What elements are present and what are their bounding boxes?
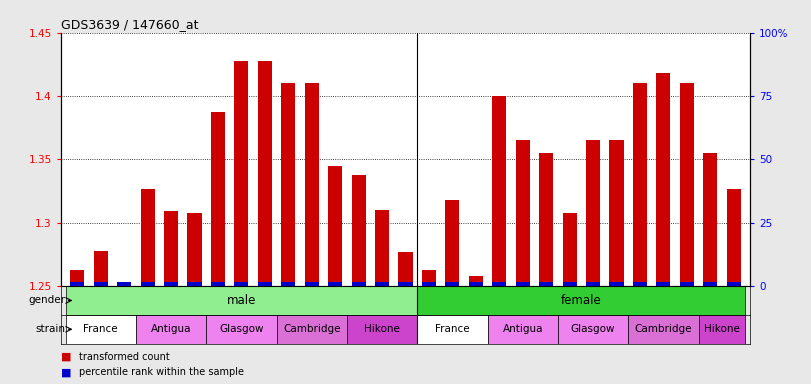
Bar — [703, 153, 718, 286]
Bar — [586, 140, 600, 286]
Text: Cambridge: Cambridge — [283, 324, 341, 334]
Bar — [375, 282, 389, 286]
Bar — [305, 83, 319, 286]
Bar — [516, 282, 530, 286]
Text: ■: ■ — [61, 367, 71, 377]
Bar — [277, 315, 347, 344]
Bar — [398, 282, 413, 286]
Bar — [66, 286, 417, 315]
Text: GDS3639 / 147660_at: GDS3639 / 147660_at — [61, 18, 199, 31]
Bar — [398, 252, 413, 286]
Bar — [680, 282, 694, 286]
Bar — [417, 286, 745, 315]
Bar — [117, 282, 131, 286]
Bar — [422, 270, 436, 286]
Bar — [164, 211, 178, 286]
Bar — [352, 175, 366, 286]
Bar — [164, 282, 178, 286]
Bar — [563, 213, 577, 286]
Text: France: France — [84, 324, 118, 334]
Bar — [281, 83, 295, 286]
Bar — [187, 213, 201, 286]
Text: Glasgow: Glasgow — [219, 324, 264, 334]
Bar — [586, 282, 600, 286]
Bar — [140, 189, 155, 286]
Bar — [656, 73, 671, 286]
Bar — [469, 276, 483, 286]
Text: Hikone: Hikone — [364, 324, 400, 334]
Bar — [539, 153, 553, 286]
Bar — [492, 282, 506, 286]
Bar — [187, 282, 201, 286]
Bar — [211, 113, 225, 286]
Bar — [492, 96, 506, 286]
Bar — [633, 83, 647, 286]
Bar — [375, 210, 389, 286]
Bar — [422, 282, 436, 286]
Bar — [328, 166, 342, 286]
Text: strain: strain — [36, 324, 66, 334]
Text: ■: ■ — [61, 352, 71, 362]
Bar — [234, 282, 248, 286]
Bar — [469, 282, 483, 286]
Text: Hikone: Hikone — [704, 324, 740, 334]
Bar — [558, 315, 629, 344]
Text: percentile rank within the sample: percentile rank within the sample — [79, 367, 243, 377]
Bar — [633, 282, 647, 286]
Bar — [281, 282, 295, 286]
Bar — [516, 140, 530, 286]
Bar — [487, 315, 558, 344]
Bar — [328, 282, 342, 286]
Text: male: male — [227, 294, 256, 307]
Text: Antigua: Antigua — [151, 324, 191, 334]
Bar — [234, 61, 248, 286]
Text: Glasgow: Glasgow — [571, 324, 616, 334]
Text: Antigua: Antigua — [503, 324, 543, 334]
Bar — [93, 251, 108, 286]
Bar — [445, 200, 459, 286]
Bar — [136, 315, 206, 344]
Bar — [629, 315, 698, 344]
Bar — [698, 315, 745, 344]
Bar — [445, 282, 459, 286]
Bar — [539, 282, 553, 286]
Bar — [71, 270, 84, 286]
Text: transformed count: transformed count — [79, 352, 169, 362]
Bar — [727, 282, 740, 286]
Bar — [71, 282, 84, 286]
Text: France: France — [435, 324, 470, 334]
Bar — [211, 282, 225, 286]
Bar — [258, 61, 272, 286]
Text: Cambridge: Cambridge — [635, 324, 692, 334]
Bar — [206, 315, 277, 344]
Bar — [305, 282, 319, 286]
Bar — [610, 282, 624, 286]
Bar — [680, 83, 694, 286]
Bar — [417, 315, 487, 344]
Bar — [347, 315, 417, 344]
Bar — [352, 282, 366, 286]
Text: gender: gender — [28, 295, 66, 306]
Bar — [93, 282, 108, 286]
Bar — [66, 315, 136, 344]
Bar — [610, 140, 624, 286]
Bar — [727, 189, 740, 286]
Bar — [140, 282, 155, 286]
Text: female: female — [561, 294, 602, 307]
Bar — [703, 282, 718, 286]
Bar — [563, 282, 577, 286]
Bar — [258, 282, 272, 286]
Bar — [656, 282, 671, 286]
